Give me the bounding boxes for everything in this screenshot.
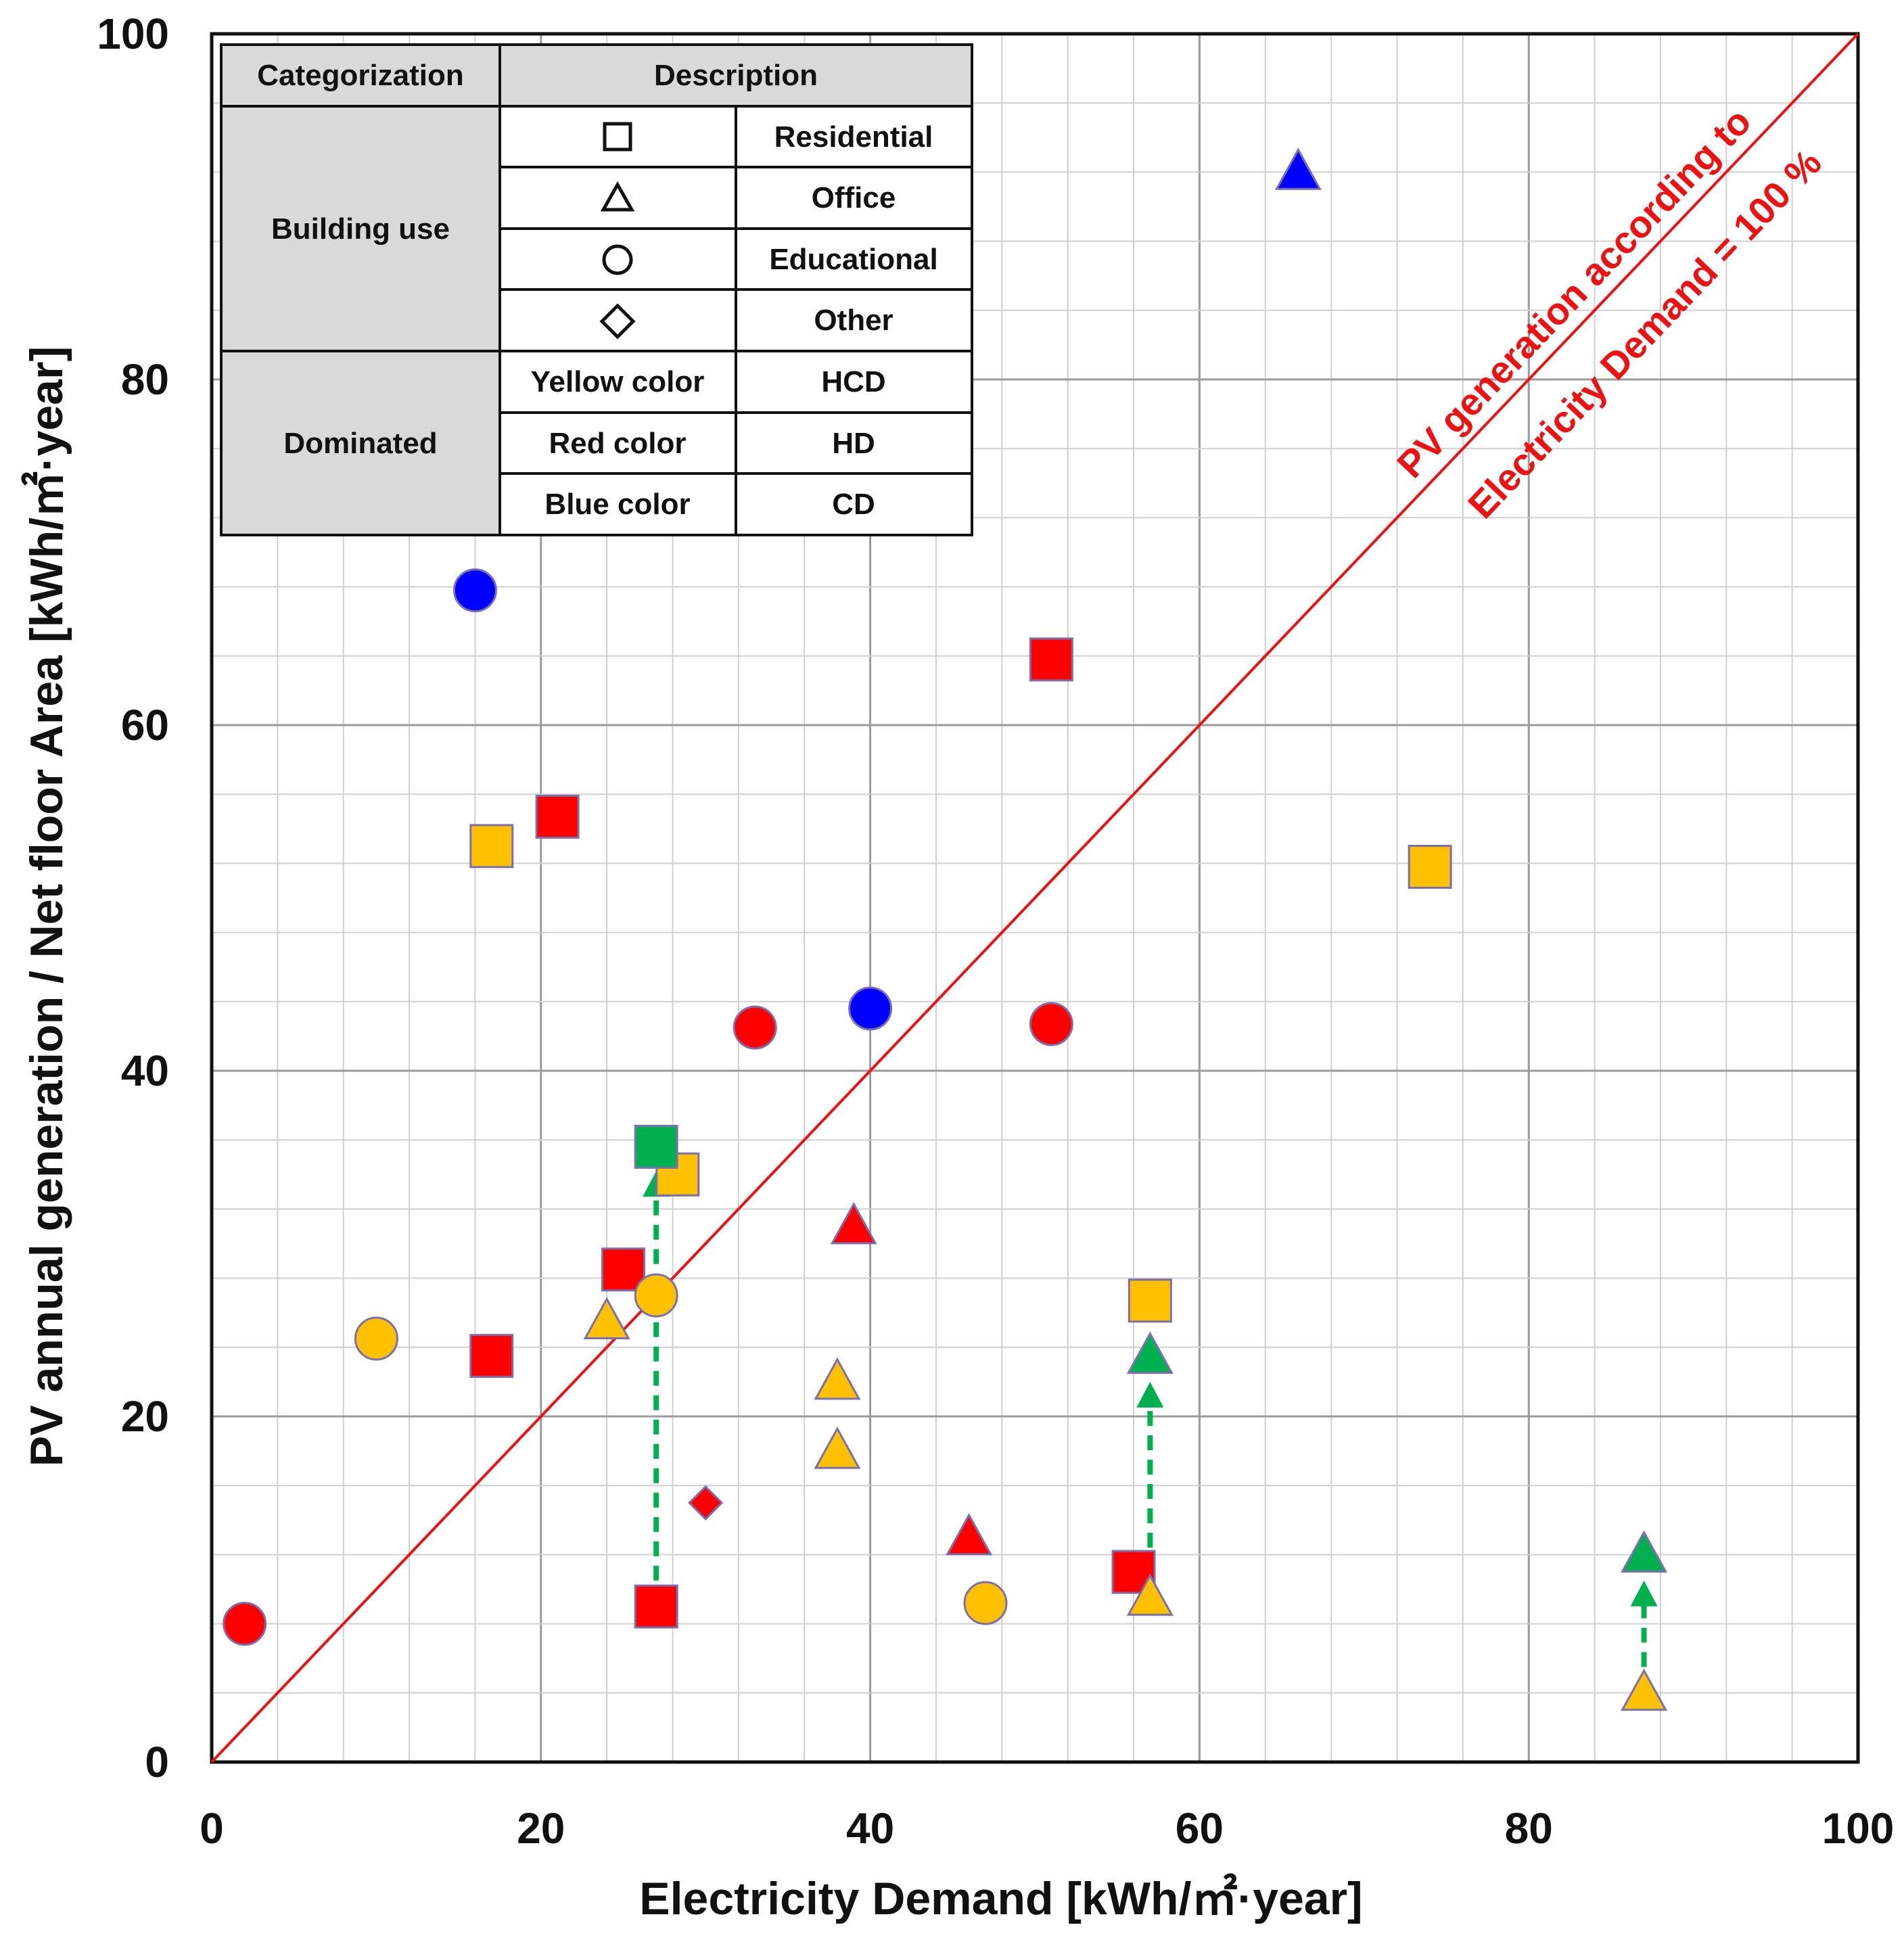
legend-desc-hcd: HCD [821,365,885,398]
legend-red-color-label: Red color [549,427,687,460]
reference-line-100pct [210,32,1859,1763]
legend-header-description: Description [654,59,818,92]
x-axis-label: Electricity Demand [kWh/㎡·year] [639,1873,1362,1924]
data-point-yellow-circle [963,1581,1008,1625]
y-tick-label: 100 [97,9,169,58]
x-tick-label: 60 [1176,1804,1224,1853]
legend-desc-other: Other [814,304,893,337]
legend-group2-cell [221,351,500,535]
x-tick-label: 20 [517,1804,565,1853]
data-point-red-square [469,1334,514,1379]
data-point-red-circle [1029,1002,1073,1046]
data-point-yellow-triangle [1621,1668,1668,1711]
data-point-red-triangle [946,1512,993,1556]
axis-ticks: 00 20 20 40 40 60 60 80 80 100 100 [97,9,1894,1853]
arrow-head [1136,1381,1164,1408]
legend-blue-color-label: Blue color [544,488,690,521]
data-point-yellow-circle [354,1316,398,1361]
x-tick-label: 100 [1822,1804,1895,1853]
legend-group1-cell [221,106,500,351]
data-point-blue-circle [848,986,893,1031]
data-point-yellow-square [1128,1278,1172,1323]
x-tick-label: 40 [846,1804,894,1853]
data-point-yellow-triangle [814,1357,861,1400]
data-point-blue-circle [452,568,497,613]
data-point-red-circle [223,1602,267,1646]
data-point-yellow-triangle [814,1426,861,1469]
data-point-red-square [1029,637,1073,682]
data-point-yellow-square [469,824,514,869]
legend-desc-educational: Educational [769,243,937,276]
legend-circle-icon [602,244,633,275]
legend-group-building-use: Building use [271,212,450,246]
legend-grid-lines [220,43,973,536]
legend-desc-office: Office [812,181,896,214]
data-point-green-square [634,1124,678,1169]
data-point-blue-triangle [1274,147,1322,190]
legend-desc-cd: CD [832,488,875,521]
data-point-red-square [601,1247,645,1292]
data-point-green-triangle [1621,1530,1668,1573]
y-tick-label: 60 [121,701,169,749]
legend-table: Categorization Description Building use … [220,43,973,536]
data-point-red-triangle [830,1201,877,1245]
y-tick-label: 0 [145,1738,169,1786]
legend-header-cell-1 [221,45,500,106]
data-point-yellow-square [1408,845,1452,889]
data-point-red-square [535,794,580,839]
x-tick-label: 0 [200,1804,224,1853]
data-point-red-circle [733,1005,777,1050]
legend-yellow-color-label: Yellow color [531,365,705,398]
y-tick-label: 40 [121,1046,169,1095]
data-point-red-square [634,1584,678,1629]
legend-desc-hd: HD [832,427,875,460]
y-axis-label: PV annual generation / Net floor Area [k… [21,346,72,1466]
legend-header-categorization: Categorization [257,59,464,92]
arrow-head [1630,1580,1658,1606]
y-tick-label: 80 [121,355,169,404]
legend-group-dominated: Dominated [283,427,437,460]
data-point-yellow-circle [634,1273,678,1318]
data-point-green-triangle [1126,1331,1174,1374]
legend-header-cell-2 [500,45,972,106]
y-tick-label: 20 [121,1392,169,1441]
legend-desc-residential: Residential [774,120,933,154]
legend-triangle-icon [600,181,635,212]
x-tick-label: 80 [1505,1804,1553,1853]
legend-square-icon [603,122,632,152]
data-point-yellow-triangle [1126,1573,1174,1616]
data-point-red-diamond [688,1485,724,1521]
plot-frame [210,32,1860,1764]
data-point-yellow-triangle [583,1297,630,1339]
data-points [223,147,1668,1711]
legend-diamond-icon [599,303,636,340]
